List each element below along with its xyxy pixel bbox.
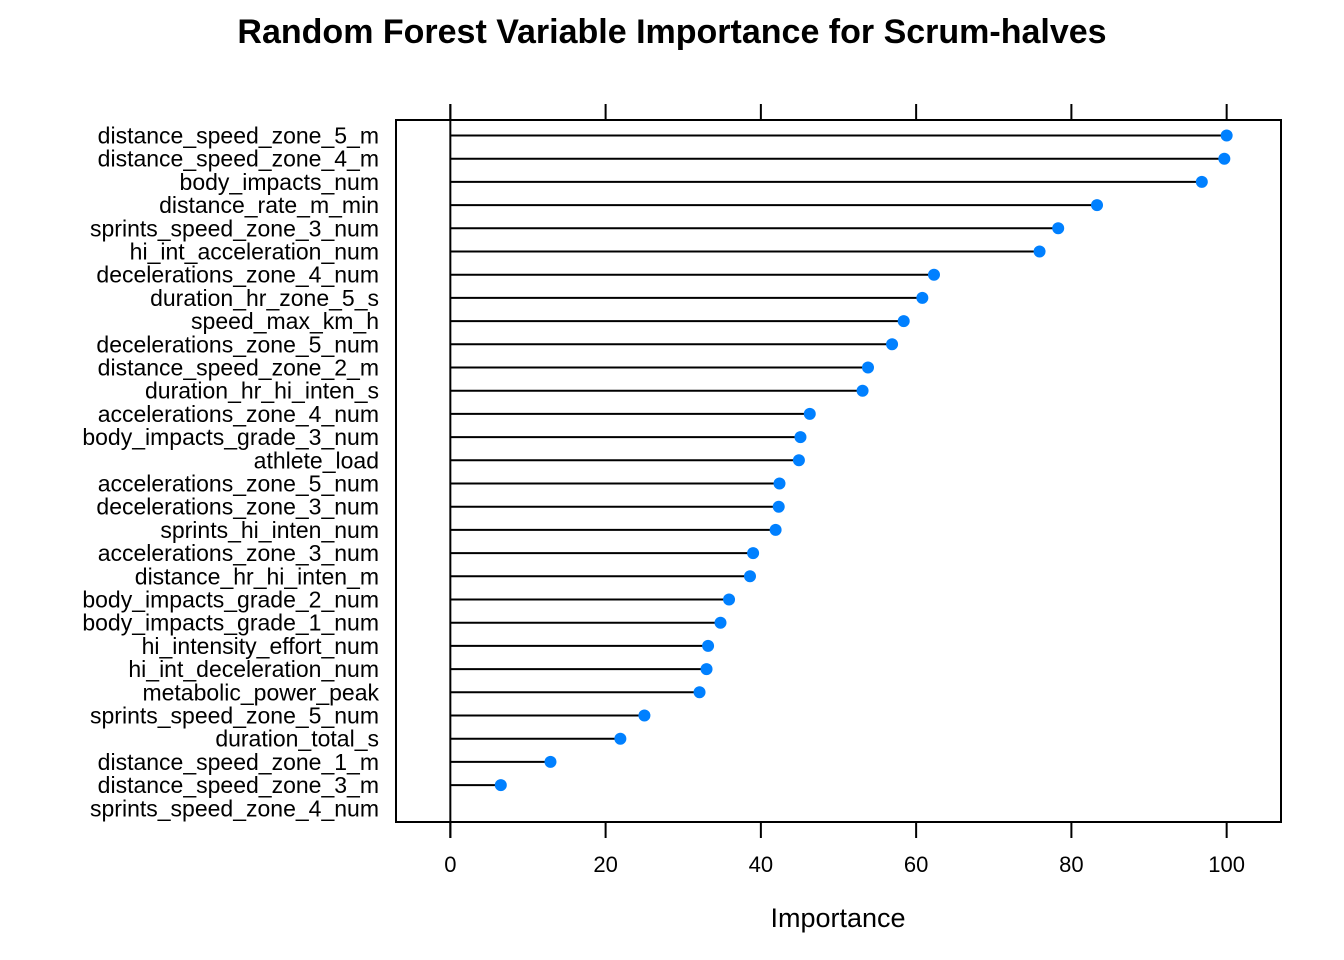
lollipop-point (747, 547, 760, 560)
lollipop-point (772, 500, 785, 513)
y-category-label: body_impacts_num (180, 169, 379, 195)
top-axis-ticks (449, 104, 1228, 120)
lollipop-point (723, 593, 736, 606)
y-category-label: decelerations_zone_3_num (96, 494, 379, 520)
lollipop-point (862, 361, 874, 374)
plot-frame (395, 119, 1282, 823)
lollipop-stems (450, 134, 1227, 787)
x-tick-label: 100 (1208, 852, 1245, 877)
y-category-label: distance_rate_m_min (159, 192, 379, 218)
y-category-label: distance_speed_zone_5_m (98, 123, 379, 149)
y-category-label: accelerations_zone_5_num (98, 471, 379, 497)
lollipop-point (927, 268, 940, 281)
y-category-label: sprints_hi_inten_num (160, 517, 379, 543)
y-category-label: body_impacts_grade_3_num (82, 424, 379, 450)
x-tick-label: 20 (593, 852, 617, 877)
lollipop-point (792, 454, 805, 467)
lollipop-point (886, 338, 899, 351)
lollipop-point (1091, 199, 1104, 212)
y-category-label: distance_speed_zone_3_m (98, 772, 379, 798)
y-category-label: duration_hr_hi_inten_s (145, 378, 379, 404)
y-category-label: speed_max_km_h (191, 308, 379, 334)
y-category-label: decelerations_zone_4_num (96, 262, 379, 288)
lollipop-point (638, 709, 651, 722)
y-category-label: duration_hr_zone_5_s (150, 285, 379, 311)
y-category-label: sprints_speed_zone_4_num (90, 795, 379, 821)
bottom-axis: 0 20 40 60 80 100 (444, 822, 1245, 877)
x-tick-label: 80 (1059, 852, 1083, 877)
y-category-label: hi_intensity_effort_num (142, 633, 379, 659)
y-category-label: hi_int_acceleration_num (130, 239, 379, 265)
lollipop-point (1052, 222, 1065, 235)
y-category-label: distance_hr_hi_inten_m (135, 563, 379, 589)
y-category-label: athlete_load (254, 447, 379, 473)
lollipop-point (897, 315, 910, 328)
y-category-label: metabolic_power_peak (142, 679, 379, 705)
lollipop-point (1033, 245, 1046, 258)
lollipop-point (1218, 152, 1231, 165)
y-category-label: body_impacts_grade_2_num (82, 587, 379, 613)
lollipop-points (494, 129, 1233, 792)
y-category-label: body_impacts_grade_1_num (82, 610, 379, 636)
y-axis-labels: distance_speed_zone_5_mdistance_speed_zo… (82, 123, 379, 822)
y-category-label: distance_speed_zone_1_m (98, 749, 379, 775)
y-category-label: distance_speed_zone_2_m (98, 355, 379, 381)
y-category-label: sprints_speed_zone_3_num (90, 215, 379, 241)
y-category-label: duration_total_s (215, 726, 379, 752)
lollipop-point (769, 523, 782, 536)
lollipop-point (794, 431, 807, 444)
y-category-label: sprints_speed_zone_5_num (90, 703, 379, 729)
y-category-label: distance_speed_zone_4_m (98, 146, 379, 172)
lollipop-point (714, 616, 727, 629)
lollipop-point (1220, 129, 1233, 142)
y-category-label: hi_int_deceleration_num (128, 656, 379, 682)
x-tick-label: 40 (749, 852, 773, 877)
x-tick-label: 60 (904, 852, 928, 877)
x-tick-label: 0 (444, 852, 456, 877)
lollipop-point (773, 477, 786, 490)
x-axis-title: Importance (770, 903, 905, 933)
lollipop-point (614, 732, 627, 745)
lollipop-point (494, 779, 507, 792)
lollipop-point (544, 755, 557, 768)
lollipop-point (693, 686, 706, 699)
y-category-label: decelerations_zone_5_num (96, 331, 379, 357)
chart-title: Random Forest Variable Importance for Sc… (237, 13, 1106, 51)
lollipop-point (856, 384, 869, 397)
lollipop-point (916, 291, 929, 304)
lollipop-point (744, 570, 756, 583)
y-category-label: accelerations_zone_4_num (98, 401, 379, 427)
lollipop-point (1195, 175, 1208, 188)
lollipop-point (702, 639, 715, 652)
lollipop-point (700, 663, 713, 676)
lollipop-point (803, 407, 816, 420)
y-category-label: accelerations_zone_3_num (98, 540, 379, 566)
